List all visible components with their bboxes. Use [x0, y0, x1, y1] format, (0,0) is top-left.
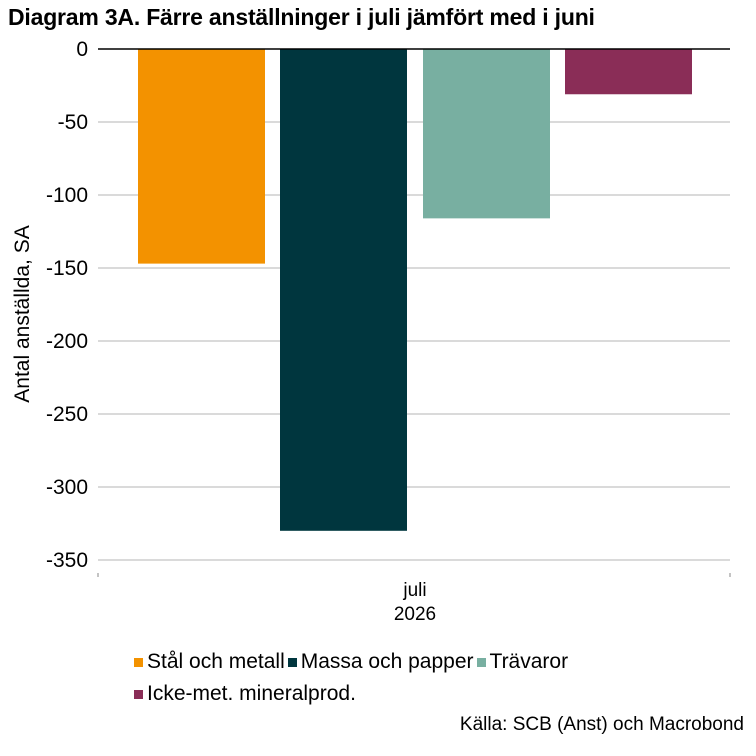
legend-label: Massa och papper — [300, 650, 474, 673]
x-tick-label: juli — [402, 580, 426, 601]
legend-item-icke-met: Icke-met. mineralprod. — [134, 682, 356, 706]
y-tick-label: -100 — [46, 184, 88, 207]
y-tick-label: -150 — [46, 257, 88, 280]
legend-swatch — [134, 689, 143, 699]
bar-chart: 0 -50 -100 -150 -200 -250 -300 -350 juli 2026 An… — [11, 38, 731, 625]
legend-row-2: Icke-met. mineralprod. — [134, 678, 571, 710]
legend: Stål och metall Massa och papper Trävaro… — [134, 646, 571, 710]
y-axis-label: Antal anställda, SA — [11, 225, 34, 402]
source-note: Källa: SCB (Anst) och Macrobond — [459, 714, 744, 735]
legend-item-massa: Massa och papper — [287, 650, 474, 674]
legend-swatch — [476, 657, 486, 667]
y-tick-label: -300 — [46, 476, 88, 499]
legend-swatch — [287, 657, 297, 667]
y-tick-label: -50 — [58, 111, 88, 134]
legend-swatch — [134, 657, 143, 667]
legend-label: Icke-met. mineralprod. — [147, 682, 356, 705]
bar-icke-met-mineralprod — [565, 49, 692, 95]
bar-massa-och-papper — [280, 49, 407, 531]
y-tick-label: -200 — [46, 330, 88, 353]
bar-stål-och-metall — [138, 49, 265, 264]
x-tick-label: 2026 — [394, 604, 436, 625]
legend-item-travaror: Trävaror — [476, 650, 569, 674]
legend-label: Trävaror — [489, 650, 569, 673]
legend-item-stal: Stål och metall — [134, 650, 285, 674]
y-tick-label: 0 — [76, 38, 88, 61]
y-tick-labels: 0 -50 -100 -150 -200 -250 -300 -350 — [46, 38, 88, 572]
chart-title: Diagram 3A. Färre anställninger i juli j… — [8, 4, 595, 30]
x-axis: juli 2026 — [97, 573, 731, 625]
y-tick-label: -250 — [46, 403, 88, 426]
legend-row-1: Stål och metall Massa och papper Trävaro… — [134, 646, 571, 678]
legend-label: Stål och metall — [147, 650, 285, 673]
bars — [138, 49, 692, 531]
bar-trävaror — [423, 49, 550, 219]
y-tick-label: -350 — [46, 549, 88, 572]
